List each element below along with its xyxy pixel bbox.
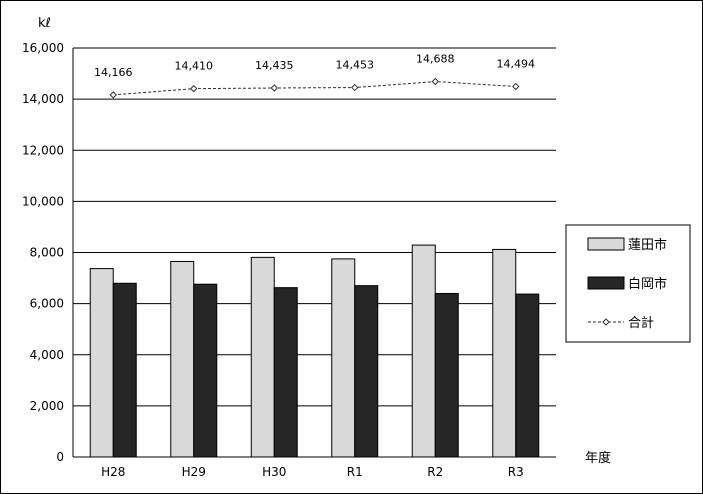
- y-tick-label: 4,000: [30, 348, 64, 362]
- y-tick-label: 16,000: [22, 41, 64, 55]
- total-point-1: [190, 84, 198, 93]
- x-tick-label: H28: [101, 465, 125, 479]
- total-data-label: 14,166: [94, 66, 133, 79]
- legend-marker-2: [602, 318, 610, 326]
- y-unit-label: kℓ: [38, 16, 51, 31]
- legend-label-2: 合計: [628, 315, 654, 331]
- x-tick-label: H29: [182, 465, 206, 479]
- legend-swatch-0: [587, 237, 625, 251]
- total-data-label: 14,688: [416, 53, 455, 66]
- y-tick-label: 12,000: [22, 143, 64, 157]
- bar-0-1: [170, 260, 195, 458]
- x-tick-label: R2: [427, 465, 443, 479]
- total-point-2: [270, 84, 278, 92]
- total-point-4: [431, 77, 439, 86]
- total-point-3: [351, 83, 359, 92]
- total-data-label: 14,453: [336, 59, 375, 72]
- bar-1-4: [434, 292, 459, 458]
- bar-0-5: [492, 248, 517, 458]
- bar-1-5: [515, 293, 540, 458]
- y-tick-label: 0: [56, 450, 64, 464]
- legend-label-0: 蓮田市: [628, 237, 667, 253]
- bar-0-3: [331, 258, 356, 458]
- total-data-label: 14,494: [497, 57, 536, 70]
- bar-0-4: [411, 244, 436, 458]
- bar-0-2: [250, 256, 275, 458]
- legend-box: [565, 224, 691, 343]
- total-data-label: 14,410: [175, 60, 214, 73]
- total-point-5: [512, 82, 520, 91]
- y-tick-label: 2,000: [30, 399, 64, 413]
- y-tick-label: 8,000: [30, 246, 64, 260]
- x-tick-label: R1: [347, 465, 363, 479]
- total-data-label: 14,435: [255, 59, 294, 72]
- bar-0-0: [89, 268, 114, 458]
- bar-1-2: [273, 287, 298, 458]
- x-tick-label: H30: [262, 465, 286, 479]
- bar-1-3: [354, 285, 379, 458]
- legend-swatch-1: [587, 276, 625, 290]
- total-point-0: [109, 91, 117, 99]
- bar-1-0: [112, 282, 137, 458]
- y-tick-label: 14,000: [22, 92, 64, 106]
- y-tick-label: 6,000: [30, 297, 64, 311]
- legend-label-1: 白岡市: [628, 276, 667, 292]
- total-line: [113, 81, 516, 96]
- x-tick-label: R3: [508, 465, 524, 479]
- bar-1-1: [193, 283, 218, 458]
- x-unit-label: 年度: [585, 450, 611, 466]
- y-tick-label: 10,000: [22, 194, 64, 208]
